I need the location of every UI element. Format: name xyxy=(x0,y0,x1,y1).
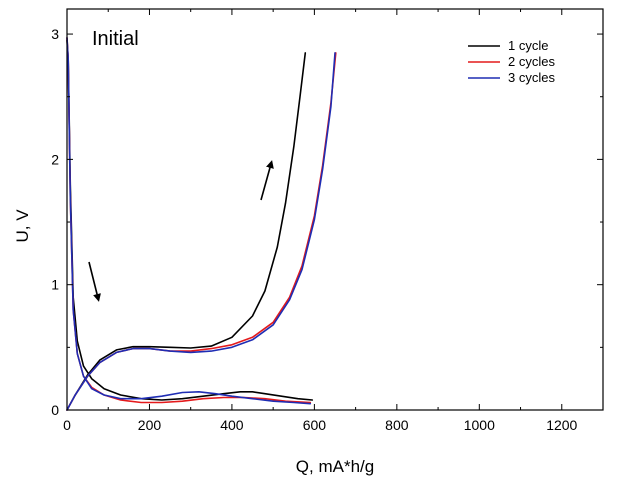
series-line-3-cycles-segment-1 xyxy=(66,36,312,405)
x-tick-label: 800 xyxy=(385,417,409,433)
initial-annotation: Initial xyxy=(92,28,139,50)
legend-label-2-cycles: 2 cycles xyxy=(508,54,555,69)
series-line-2-cycles-segment-2 xyxy=(66,52,337,411)
legend: 1 cycle 2 cycles 3 cycles xyxy=(468,38,555,85)
y-axis-title: U, V xyxy=(13,209,32,243)
plot-frame xyxy=(66,8,604,411)
y-tick-label: 2 xyxy=(51,151,59,167)
x-tick-label: 1200 xyxy=(546,417,577,433)
tick-layer xyxy=(66,9,603,411)
series-line-3-cycles-segment-2 xyxy=(66,52,336,411)
x-tick-label: 1000 xyxy=(464,417,495,433)
legend-label-3-cycles: 3 cycles xyxy=(508,70,555,85)
y-tick-label: 0 xyxy=(51,402,59,418)
y-tick-label: 1 xyxy=(51,277,59,293)
x-tick-label: 200 xyxy=(138,417,162,433)
x-tick-label: 600 xyxy=(303,417,327,433)
series-line-1-cycle-segment-1 xyxy=(66,39,314,401)
x-axis-title: Q, mA*h/g xyxy=(296,457,374,476)
x-tick-label: 400 xyxy=(220,417,244,433)
legend-label-1-cycle: 1 cycle xyxy=(508,38,548,53)
x-tick-label: 0 xyxy=(63,417,71,433)
tick-label-layer: 0 200 400 600 800 1000 1200 0 1 2 3 xyxy=(51,26,577,433)
discharge-arrow xyxy=(88,261,101,302)
series-line-1-cycle-segment-2 xyxy=(66,52,307,411)
y-tick-label: 3 xyxy=(51,26,59,42)
series-layer xyxy=(66,36,337,411)
charge-arrow xyxy=(260,160,274,201)
